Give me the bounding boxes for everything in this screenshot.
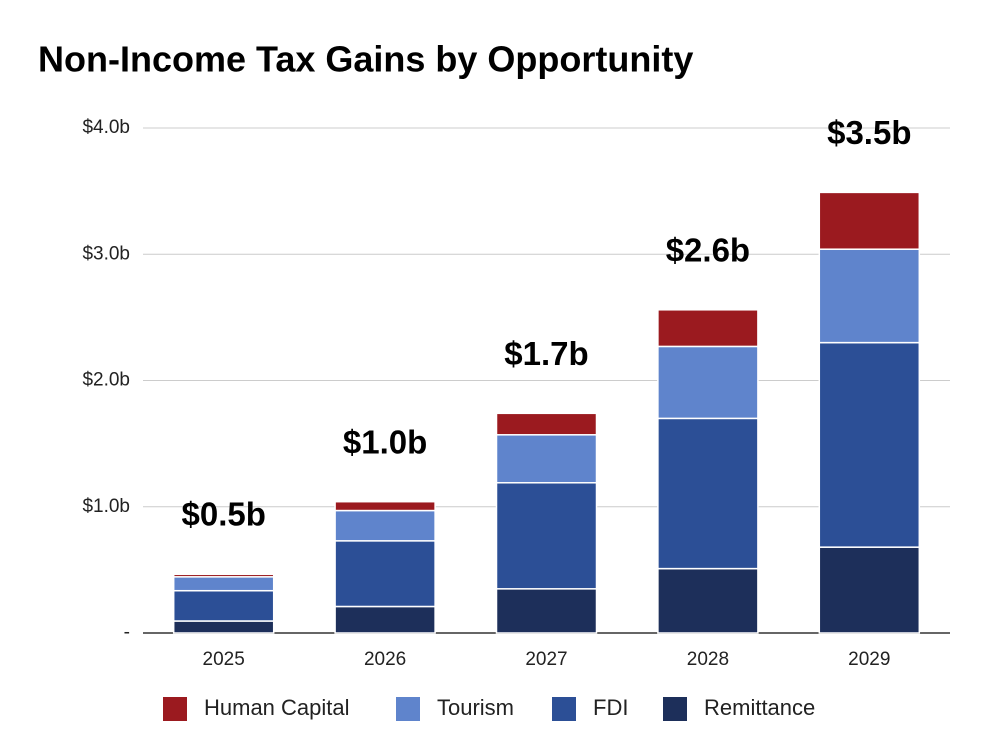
bar-segment	[172, 576, 275, 592]
bar-segment	[172, 620, 275, 634]
bar-segment	[172, 573, 275, 578]
bar-segment	[657, 309, 759, 348]
legend-label: FDI	[593, 695, 628, 720]
bar-segment	[818, 191, 921, 250]
legend-swatch	[552, 697, 576, 721]
y-tick-label: $3.0b	[82, 243, 130, 264]
bar-segment	[495, 434, 598, 484]
legend-swatch	[663, 697, 687, 721]
x-tick-label: 2026	[364, 649, 406, 670]
bar-segment	[657, 345, 759, 420]
legend-label: Remittance	[704, 695, 815, 720]
x-tick-label: 2025	[203, 649, 245, 670]
total-label: $2.6b	[666, 232, 750, 269]
legend-label: Tourism	[437, 695, 514, 720]
bar-segment	[657, 417, 759, 570]
x-tick-label: 2028	[687, 649, 729, 670]
y-tick-label: $1.0b	[82, 496, 130, 517]
bar-segment	[818, 341, 921, 548]
total-label: $1.7b	[504, 335, 588, 372]
total-label: $1.0b	[343, 423, 427, 460]
bar-segment	[818, 546, 921, 634]
y-tick-label: -	[124, 622, 130, 643]
x-tick-label: 2029	[848, 649, 890, 670]
y-tick-label: $4.0b	[82, 117, 130, 138]
bar-segment	[495, 482, 598, 590]
bar-segment	[334, 540, 436, 608]
bar-segment	[172, 589, 275, 622]
bar-segment	[495, 588, 598, 634]
total-label: $0.5b	[182, 495, 266, 532]
legend-swatch	[163, 697, 187, 721]
bar-segment	[495, 412, 598, 436]
bar-segment	[334, 500, 436, 512]
bar-segment	[334, 605, 436, 634]
bar-segment	[657, 567, 759, 634]
chart-title: Non-Income Tax Gains by Opportunity	[38, 39, 693, 80]
y-tick-label: $2.0b	[82, 370, 130, 391]
x-tick-label: 2027	[525, 649, 567, 670]
bar-segment	[334, 509, 436, 542]
bar-segment	[818, 248, 921, 344]
total-label: $3.5b	[827, 114, 911, 151]
legend-label: Human Capital	[204, 695, 350, 720]
legend-swatch	[396, 697, 420, 721]
